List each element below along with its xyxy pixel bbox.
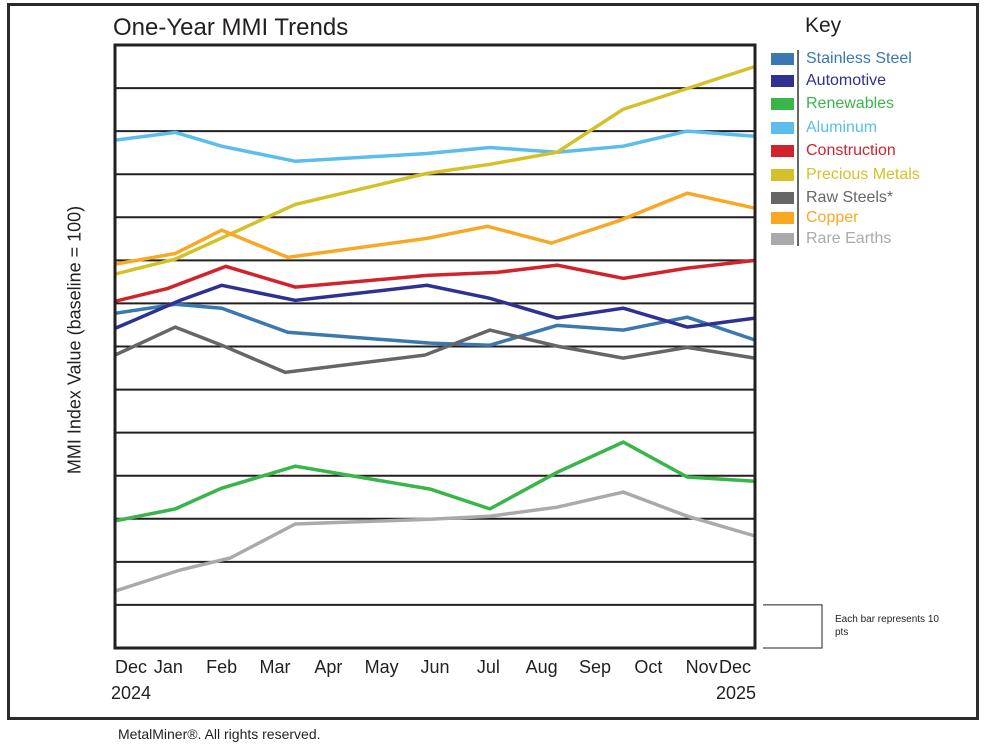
legend-swatch bbox=[771, 145, 794, 157]
legend-swatch bbox=[771, 53, 794, 65]
x-tick-label: Oct bbox=[634, 657, 663, 677]
legend-label: Stainless Steel bbox=[806, 50, 912, 67]
legend-divider bbox=[797, 50, 799, 246]
x-tick-label: May bbox=[364, 657, 399, 677]
x-tick-label: Sep bbox=[578, 657, 612, 677]
series-line-rare-earths bbox=[114, 490, 756, 593]
legend-label: Automotive bbox=[806, 72, 887, 89]
legend-swatch bbox=[771, 192, 794, 204]
legend-swatch bbox=[771, 98, 794, 110]
x-year-label-end: 2025 bbox=[715, 683, 757, 703]
chart-title: One-Year MMI Trends bbox=[113, 14, 349, 41]
x-tick-label: Apr bbox=[314, 657, 343, 677]
series-line-copper bbox=[114, 191, 756, 266]
legend-swatch bbox=[771, 75, 794, 87]
legend-swatch bbox=[771, 212, 794, 224]
series-line-aluminum bbox=[114, 129, 756, 164]
scale-note: Each bar represents 10 pts bbox=[835, 614, 939, 638]
legend-swatch bbox=[771, 169, 794, 181]
legend-label: Rare Earths bbox=[806, 230, 892, 247]
x-tick-label: Aug bbox=[525, 657, 558, 677]
series-line-renewables bbox=[114, 440, 756, 523]
scale-bracket bbox=[763, 604, 823, 649]
series-line-construction bbox=[114, 258, 756, 303]
x-tick-label: Mar bbox=[259, 657, 291, 677]
plot-border bbox=[113, 43, 757, 650]
legend-title: Key bbox=[805, 14, 842, 37]
legend-label: Renewables bbox=[806, 95, 895, 112]
legend-label: Precious Metals bbox=[806, 166, 920, 183]
legend-label: Raw Steels* bbox=[806, 189, 894, 206]
copyright-footer: MetalMiner®. All rights reserved. bbox=[118, 726, 321, 742]
series-line-precious-metals bbox=[114, 64, 756, 276]
x-tick-label: Dec bbox=[114, 657, 148, 677]
x-tick-label: Dec bbox=[718, 657, 752, 677]
legend-label: Aluminum bbox=[806, 119, 878, 136]
x-tick-label: Jun bbox=[420, 657, 450, 677]
legend-label: Copper bbox=[806, 209, 859, 226]
x-year-label-start: 2024 bbox=[110, 683, 152, 703]
legend-swatch bbox=[771, 122, 794, 134]
x-tick-label: Jan bbox=[153, 657, 183, 677]
legend-label: Construction bbox=[806, 142, 896, 159]
x-tick-label: Nov bbox=[685, 657, 718, 677]
series-line-automotive bbox=[114, 283, 756, 331]
x-tick-label: Jul bbox=[476, 657, 500, 677]
series-line-stainless-steel bbox=[114, 302, 756, 347]
chart-frame bbox=[7, 3, 979, 720]
legend-swatch bbox=[771, 233, 794, 245]
x-tick-label: Feb bbox=[206, 657, 238, 677]
series-line-raw-steels bbox=[114, 325, 756, 375]
